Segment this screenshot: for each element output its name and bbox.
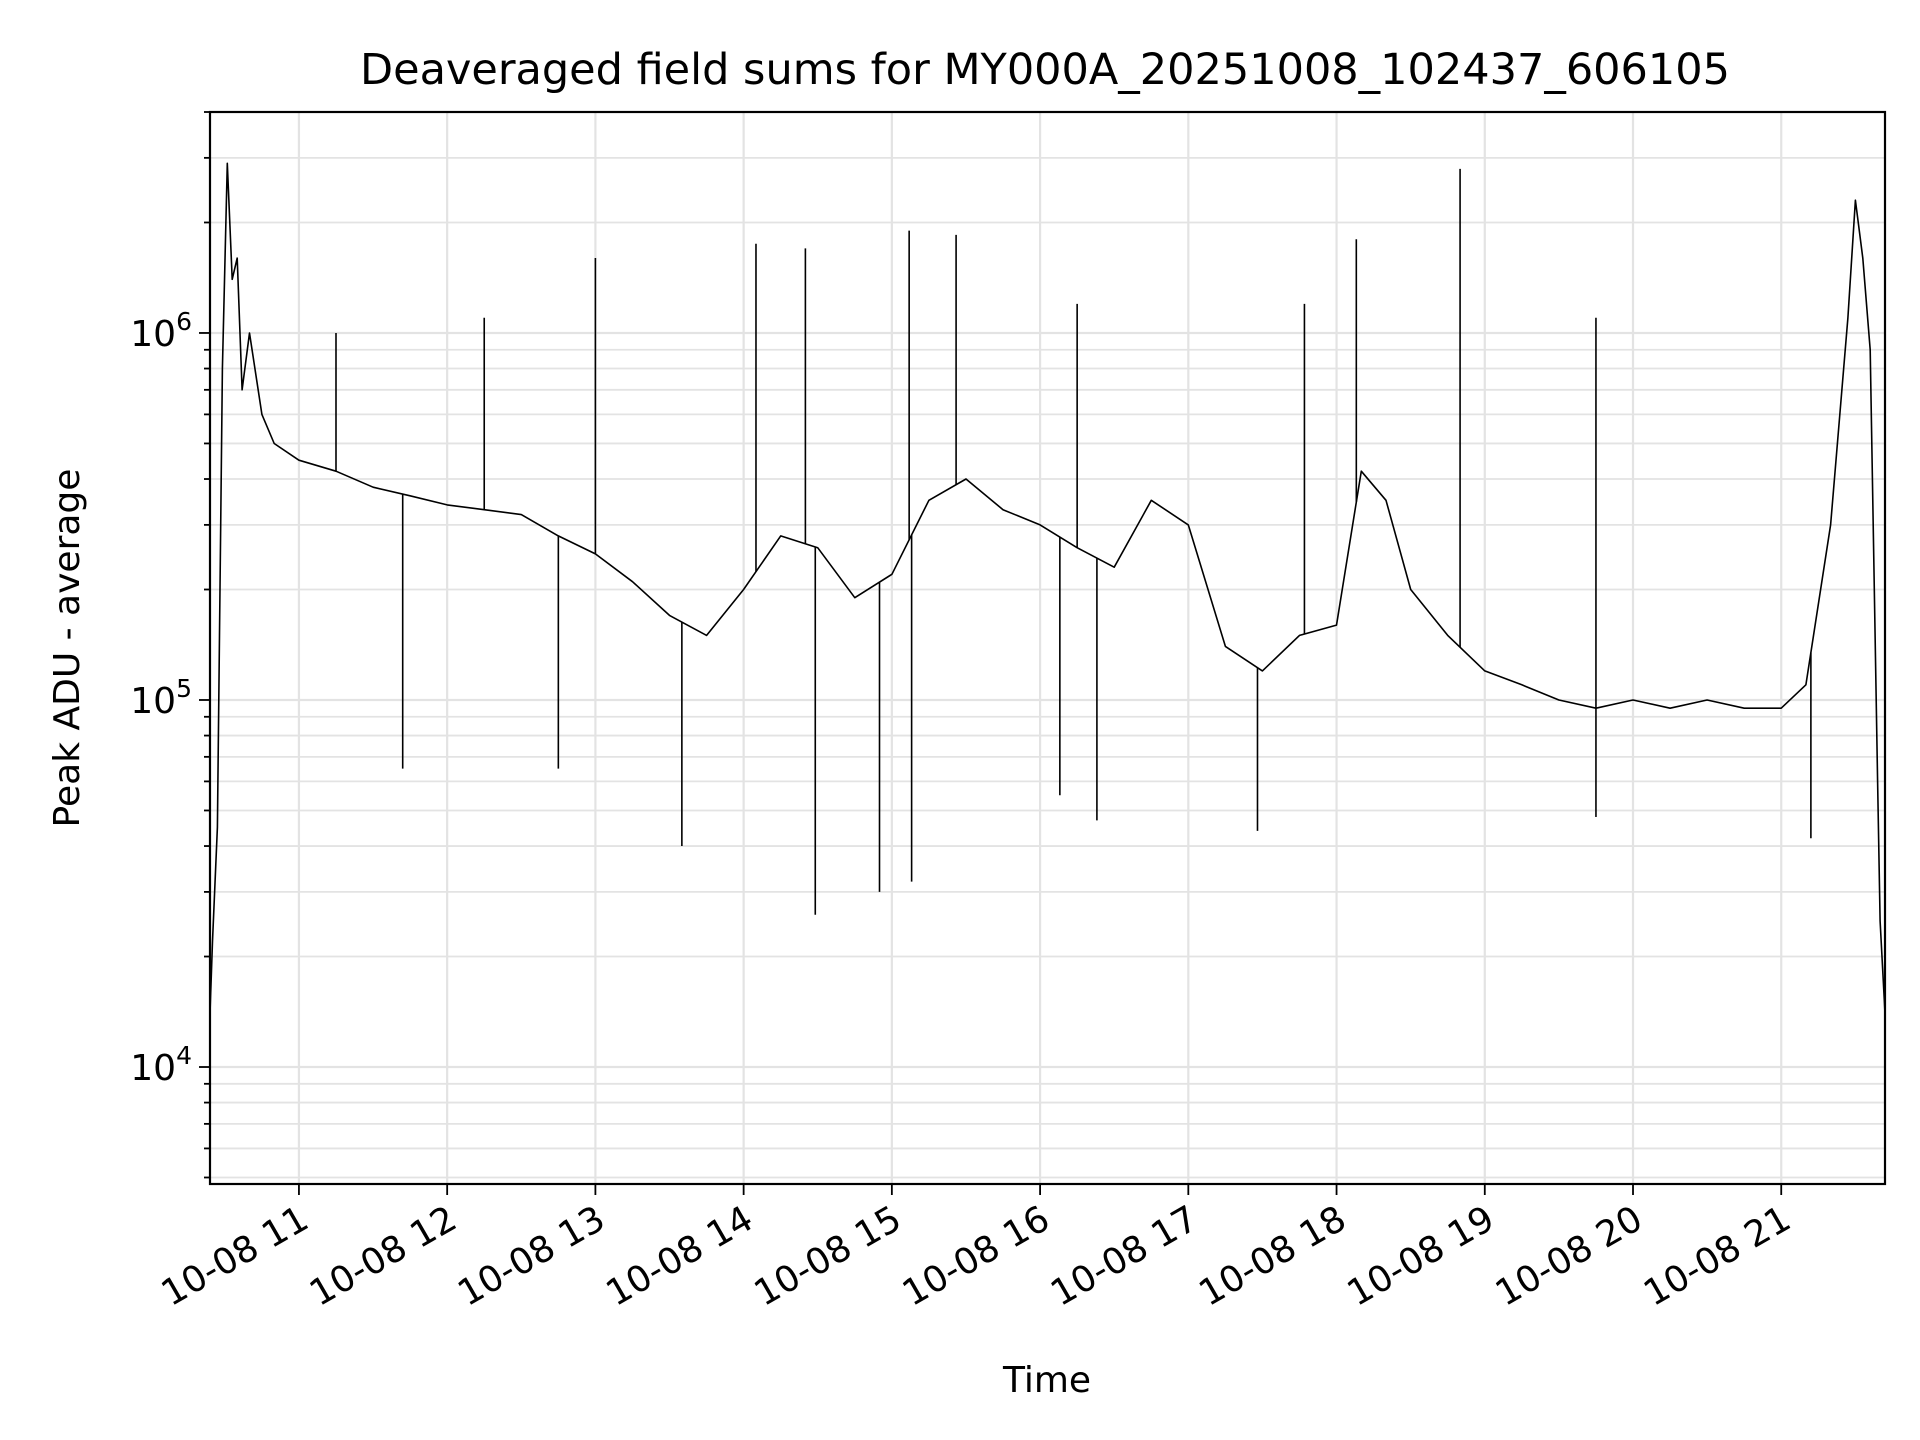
- y-tick-label: 105: [130, 674, 192, 722]
- y-axis-ticks: 104 105 106: [130, 111, 210, 1179]
- grid-lines: [210, 111, 1885, 1184]
- data-line-layer: [209, 162, 1886, 1014]
- chart-title: Deaveraged field sums for MY000A_2025100…: [360, 45, 1730, 95]
- y-tick-label: 104: [130, 1041, 192, 1089]
- y-tick-label: 106: [130, 307, 192, 355]
- series-line: [209, 162, 1886, 1014]
- y-axis-label: Peak ADU - average: [47, 469, 88, 828]
- plot-frame: [208, 110, 1887, 1186]
- x-axis-label: Time: [1002, 1360, 1091, 1401]
